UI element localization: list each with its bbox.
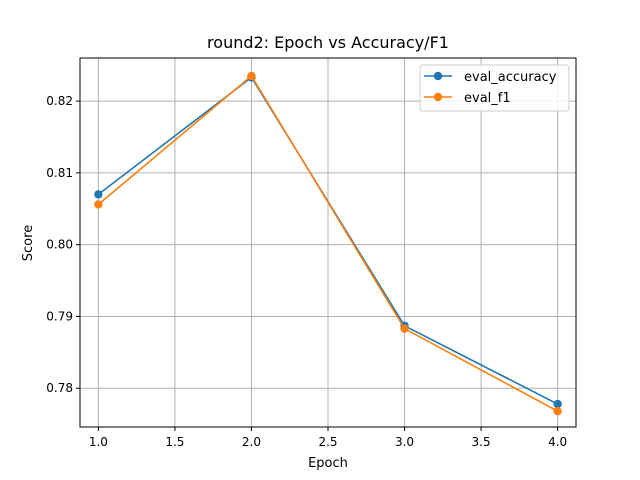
legend-marker-eval_f1 — [433, 92, 443, 102]
x-tick-label: 3.0 — [395, 435, 414, 449]
series-layer — [94, 71, 562, 416]
x-tick-label: 3.5 — [472, 435, 491, 449]
series-line-eval_f1 — [97, 74, 559, 412]
data-point-eval_accuracy — [553, 399, 562, 409]
y-tick-label: 0.81 — [46, 166, 73, 180]
x-axis-label: Epoch — [308, 456, 348, 471]
legend-box — [419, 64, 570, 112]
y-tick-label: 0.79 — [46, 309, 73, 323]
axis-ticks: 1.0 1.5 2.0 2.5 3.0 3.5 4.0 0.78 0.79 0.80 0.81 0.8… — [46, 94, 567, 449]
y-tick-label: 0.82 — [46, 94, 73, 108]
data-point-eval_f1 — [247, 71, 256, 81]
x-tick-label: 2.5 — [318, 435, 337, 449]
data-point-eval_accuracy — [94, 190, 103, 199]
grid-lines — [80, 58, 576, 427]
legend: eval_accuracy eval_f1 — [419, 64, 570, 112]
data-point-eval_f1 — [94, 200, 103, 209]
y-axis-label: Score — [21, 225, 36, 261]
legend-label-eval_f1: eval_f1 — [464, 91, 511, 106]
x-tick-label: 1.0 — [89, 435, 108, 449]
x-tick-label: 2.0 — [242, 435, 261, 449]
y-tick-label: 0.78 — [46, 381, 73, 395]
data-point-eval_f1 — [400, 324, 409, 333]
x-tick-label: 4.0 — [548, 435, 567, 449]
data-point-eval_f1 — [553, 407, 562, 416]
legend-label-eval_accuracy: eval_accuracy — [464, 70, 557, 85]
x-tick-label: 1.5 — [165, 435, 184, 449]
chart-title: round2: Epoch vs Accuracy/F1 — [207, 33, 449, 52]
y-tick-label: 0.80 — [46, 238, 73, 252]
legend-marker-eval_accuracy — [433, 71, 443, 81]
